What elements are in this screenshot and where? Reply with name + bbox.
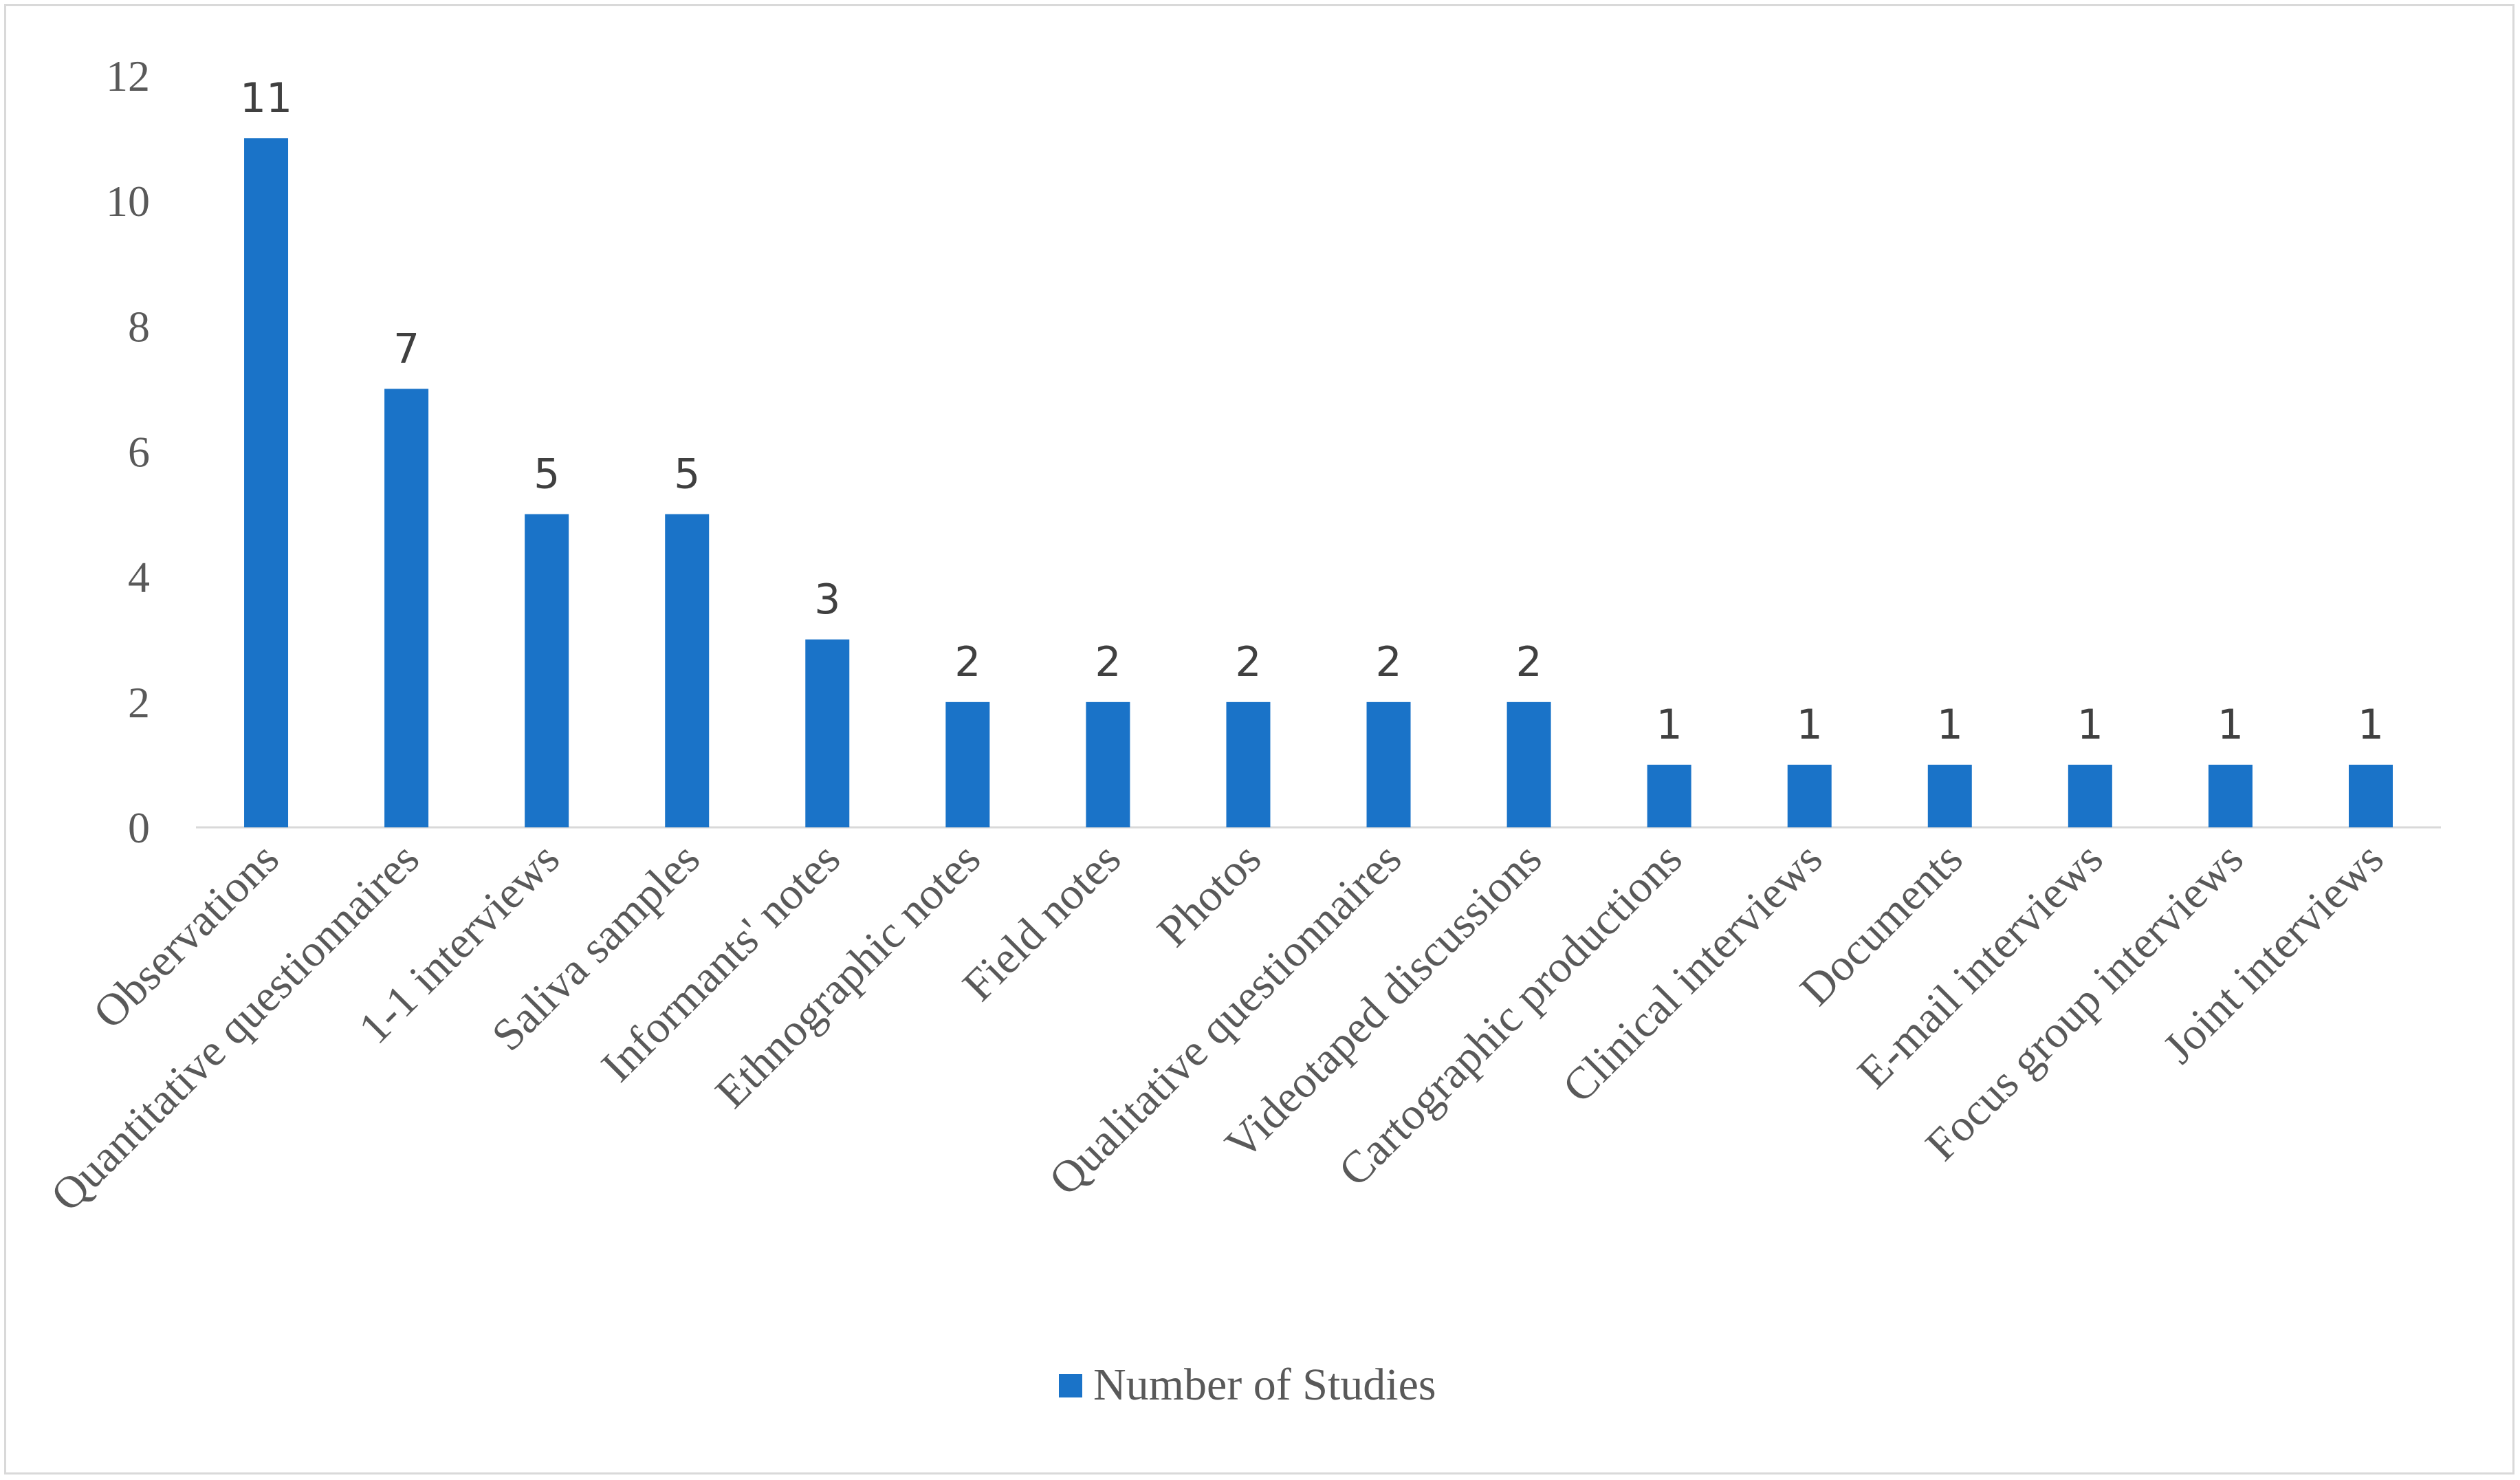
bar (1506, 701, 1551, 827)
bar (1086, 701, 1130, 827)
legend: Number of Studies (1059, 1360, 1436, 1410)
y-tick-label: 8 (128, 302, 150, 351)
y-tick-label: 10 (106, 177, 150, 226)
data-label: 1 (1797, 701, 1823, 749)
y-tick-label: 4 (128, 553, 150, 602)
data-label: 7 (393, 325, 419, 373)
x-tick-label: Informants' notes (592, 834, 850, 1091)
data-label: 1 (2077, 701, 2103, 749)
y-tick-label: 0 (128, 803, 150, 852)
data-label: 3 (814, 576, 840, 624)
x-tick-label: Ethnographic notes (706, 834, 990, 1118)
data-label: 1 (2217, 701, 2244, 749)
legend-label: Number of Studies (1093, 1360, 1436, 1410)
y-tick-label: 2 (128, 678, 150, 727)
bar (1226, 701, 1271, 827)
data-label: 5 (534, 450, 560, 499)
bar (384, 389, 429, 827)
bar (945, 701, 990, 827)
bar (2348, 764, 2393, 827)
bar (1787, 764, 1832, 827)
x-tick-label: E-mail interviews (1848, 834, 2113, 1098)
bar (244, 138, 289, 828)
x-tick-label: Photos (1148, 834, 1271, 957)
legend-swatch (1059, 1374, 1082, 1397)
data-label: 2 (1516, 638, 1542, 686)
y-axis-ticks: 0 2 4 6 8 10 12 (106, 52, 150, 852)
bar (2068, 764, 2112, 827)
data-label: 1 (2358, 701, 2384, 749)
x-tick-label: Clinical interviews (1553, 834, 1832, 1112)
bar (2208, 764, 2253, 827)
data-label: 11 (240, 74, 292, 122)
bar (805, 639, 850, 827)
bars (244, 138, 2393, 828)
data-label: 2 (1235, 638, 1261, 686)
y-tick-label: 12 (106, 52, 150, 100)
y-tick-label: 6 (128, 428, 150, 477)
data-label: 2 (954, 638, 980, 686)
bar (1366, 701, 1411, 827)
bar (1927, 764, 1972, 827)
data-label: 1 (1656, 701, 1683, 749)
data-label: 2 (1095, 638, 1121, 686)
bar (525, 514, 569, 827)
data-label: 2 (1375, 638, 1401, 686)
data-label: 5 (674, 450, 700, 499)
bar (1647, 764, 1691, 827)
bar (665, 514, 710, 827)
data-label: 1 (1937, 701, 1963, 749)
